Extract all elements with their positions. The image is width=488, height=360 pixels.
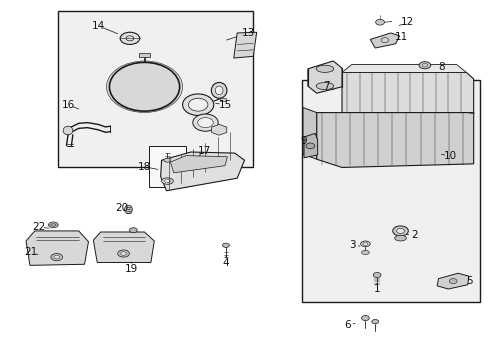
Polygon shape xyxy=(164,158,170,162)
Ellipse shape xyxy=(118,69,170,104)
Text: 2: 2 xyxy=(410,230,417,239)
Ellipse shape xyxy=(392,226,407,236)
Polygon shape xyxy=(211,125,226,135)
Polygon shape xyxy=(233,32,256,58)
Polygon shape xyxy=(436,273,468,289)
Bar xyxy=(58,12,253,167)
Text: 21: 21 xyxy=(24,247,38,257)
Text: 1: 1 xyxy=(373,284,380,294)
Text: 10: 10 xyxy=(443,150,456,161)
Ellipse shape xyxy=(115,67,173,107)
Ellipse shape xyxy=(448,279,456,284)
Ellipse shape xyxy=(362,242,367,245)
Polygon shape xyxy=(303,108,316,159)
Ellipse shape xyxy=(305,143,314,149)
Ellipse shape xyxy=(164,180,170,183)
Ellipse shape xyxy=(394,235,406,241)
Bar xyxy=(219,98,226,101)
Text: 14: 14 xyxy=(91,21,104,31)
Ellipse shape xyxy=(121,252,126,255)
Ellipse shape xyxy=(124,73,164,100)
Ellipse shape xyxy=(316,82,333,90)
Text: 19: 19 xyxy=(124,264,138,274)
Ellipse shape xyxy=(112,65,176,108)
Ellipse shape xyxy=(48,222,58,228)
Polygon shape xyxy=(369,33,399,48)
Polygon shape xyxy=(341,72,473,113)
Ellipse shape xyxy=(192,114,218,131)
Polygon shape xyxy=(26,231,88,265)
Ellipse shape xyxy=(215,86,223,95)
Ellipse shape xyxy=(361,316,368,320)
Ellipse shape xyxy=(121,71,167,103)
Ellipse shape xyxy=(182,94,213,116)
Ellipse shape xyxy=(211,82,226,98)
Text: 8: 8 xyxy=(438,62,445,72)
Ellipse shape xyxy=(188,98,207,111)
Bar xyxy=(149,146,185,187)
Polygon shape xyxy=(93,232,154,262)
Text: 5: 5 xyxy=(466,276,472,286)
Ellipse shape xyxy=(371,319,378,324)
Bar xyxy=(302,80,479,302)
Ellipse shape xyxy=(63,126,73,135)
Polygon shape xyxy=(341,64,466,72)
Ellipse shape xyxy=(360,241,369,247)
Ellipse shape xyxy=(396,228,404,233)
Text: 18: 18 xyxy=(138,162,151,172)
Polygon shape xyxy=(170,156,227,173)
Polygon shape xyxy=(304,134,317,158)
Ellipse shape xyxy=(109,63,179,111)
Ellipse shape xyxy=(129,228,137,233)
Bar xyxy=(139,53,150,57)
Text: 22: 22 xyxy=(32,222,45,232)
Text: 7: 7 xyxy=(323,81,329,91)
Ellipse shape xyxy=(372,273,380,278)
Text: 11: 11 xyxy=(394,32,407,42)
Text: 15: 15 xyxy=(218,100,231,110)
Ellipse shape xyxy=(118,250,129,257)
Ellipse shape xyxy=(222,243,229,247)
Text: 17: 17 xyxy=(198,145,211,156)
Ellipse shape xyxy=(54,255,60,259)
Text: 12: 12 xyxy=(401,17,414,27)
Ellipse shape xyxy=(106,61,182,112)
Ellipse shape xyxy=(161,178,173,184)
Polygon shape xyxy=(316,113,473,167)
Text: 3: 3 xyxy=(349,240,355,250)
Ellipse shape xyxy=(197,118,213,128)
Text: 13: 13 xyxy=(241,28,255,38)
Text: 9: 9 xyxy=(300,136,306,146)
Ellipse shape xyxy=(375,19,384,25)
Text: 20: 20 xyxy=(115,203,128,213)
Polygon shape xyxy=(307,61,341,93)
Ellipse shape xyxy=(51,253,62,261)
Ellipse shape xyxy=(124,205,132,214)
Ellipse shape xyxy=(127,75,162,99)
Ellipse shape xyxy=(361,250,368,255)
Ellipse shape xyxy=(120,32,140,44)
Text: 6: 6 xyxy=(344,320,350,330)
Ellipse shape xyxy=(418,62,430,69)
Polygon shape xyxy=(160,152,244,191)
Ellipse shape xyxy=(130,77,159,96)
Ellipse shape xyxy=(316,65,333,72)
Text: 16: 16 xyxy=(61,100,75,110)
Text: 4: 4 xyxy=(222,258,229,268)
